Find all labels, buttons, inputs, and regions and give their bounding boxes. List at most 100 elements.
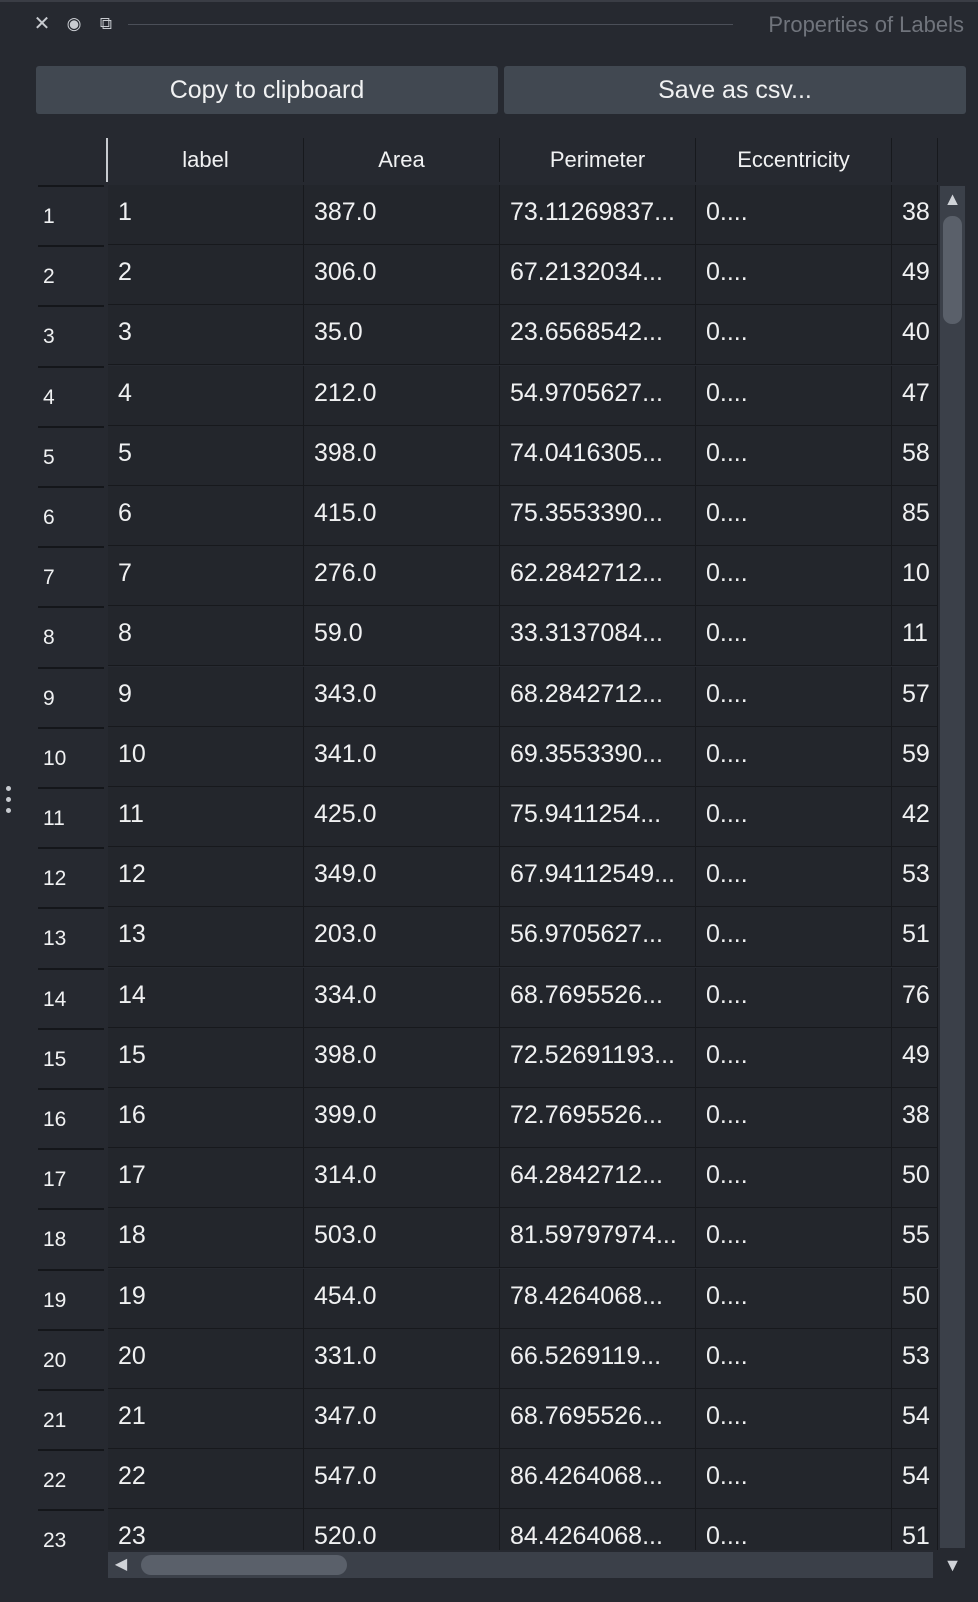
cell-perimeter[interactable]: 54.9705627... (500, 365, 696, 426)
cell-perimeter[interactable]: 64.2842712... (500, 1148, 696, 1209)
cell-next[interactable]: 54 (892, 1389, 938, 1449)
table-row[interactable]: 10 10 341.0 69.3553390... 0.... 59 (38, 726, 938, 787)
drag-handle-icon[interactable] (4, 786, 14, 822)
cell-next[interactable]: 55 (892, 1208, 938, 1269)
cell-perimeter[interactable]: 68.7695526... (500, 1389, 696, 1449)
cell-eccentricity[interactable]: 0.... (696, 185, 892, 245)
cell-next[interactable]: 76 (892, 967, 938, 1028)
cell-perimeter[interactable]: 78.4264068... (500, 1268, 696, 1329)
cell-perimeter[interactable]: 68.7695526... (500, 967, 696, 1028)
cell-area[interactable]: 334.0 (304, 967, 500, 1028)
cell-eccentricity[interactable]: 0.... (696, 1509, 892, 1550)
horizontal-scrollbar[interactable]: ◀ (108, 1552, 933, 1578)
row-header[interactable]: 10 (38, 726, 104, 787)
column-header-perimeter[interactable]: Perimeter (500, 138, 696, 182)
cell-eccentricity[interactable]: 0.... (696, 907, 892, 968)
cell-next[interactable]: 59 (892, 726, 938, 787)
cell-label[interactable]: 8 (108, 606, 304, 667)
cell-perimeter[interactable]: 73.11269837... (500, 185, 696, 245)
cell-label[interactable]: 14 (108, 967, 304, 1028)
cell-area[interactable]: 520.0 (304, 1509, 500, 1550)
cell-next[interactable]: 58 (892, 425, 938, 486)
cell-area[interactable]: 343.0 (304, 666, 500, 727)
cell-eccentricity[interactable]: 0.... (696, 546, 892, 607)
table-row[interactable]: 22 22 547.0 86.4264068... 0.... 54 (38, 1449, 938, 1510)
table-row[interactable]: 3 3 35.0 23.6568542... 0.... 40 (38, 305, 938, 366)
table-row[interactable]: 12 12 349.0 67.94112549... 0.... 53 (38, 847, 938, 908)
cell-next[interactable]: 53 (892, 1328, 938, 1389)
column-header-label[interactable]: label (108, 138, 304, 182)
cell-label[interactable]: 23 (108, 1509, 304, 1550)
scroll-up-icon[interactable]: ▲ (943, 189, 962, 209)
cell-area[interactable]: 398.0 (304, 425, 500, 486)
table-row[interactable]: 7 7 276.0 62.2842712... 0.... 10 (38, 546, 938, 607)
cell-perimeter[interactable]: 72.7695526... (500, 1088, 696, 1148)
cell-area[interactable]: 314.0 (304, 1148, 500, 1209)
cell-perimeter[interactable]: 75.3553390... (500, 486, 696, 546)
table-row[interactable]: 23 23 520.0 84.4264068... 0.... 51 (38, 1509, 938, 1550)
cell-label[interactable]: 1 (108, 185, 304, 245)
cell-label[interactable]: 20 (108, 1328, 304, 1389)
table-row[interactable]: 21 21 347.0 68.7695526... 0.... 54 (38, 1389, 938, 1449)
cell-label[interactable]: 11 (108, 787, 304, 847)
cell-next[interactable]: 51 (892, 1509, 938, 1550)
cell-label[interactable]: 9 (108, 666, 304, 727)
table-row[interactable]: 14 14 334.0 68.7695526... 0.... 76 (38, 967, 938, 1028)
cell-area[interactable]: 387.0 (304, 185, 500, 245)
row-header[interactable]: 12 (38, 847, 104, 908)
cell-eccentricity[interactable]: 0.... (696, 1148, 892, 1209)
cell-perimeter[interactable]: 69.3553390... (500, 726, 696, 787)
row-header[interactable]: 11 (38, 787, 104, 847)
row-header[interactable]: 1 (38, 185, 104, 245)
table-row[interactable]: 9 9 343.0 68.2842712... 0.... 57 (38, 666, 938, 727)
cell-eccentricity[interactable]: 0.... (696, 365, 892, 426)
cell-label[interactable]: 22 (108, 1449, 304, 1510)
save-as-csv-button[interactable]: Save as csv... (504, 66, 966, 114)
row-header[interactable]: 21 (38, 1389, 104, 1449)
table-row[interactable]: 19 19 454.0 78.4264068... 0.... 50 (38, 1268, 938, 1329)
table-row[interactable]: 2 2 306.0 67.2132034... 0.... 49 (38, 245, 938, 306)
cell-area[interactable]: 276.0 (304, 546, 500, 607)
table-row[interactable]: 6 6 415.0 75.3553390... 0.... 85 (38, 486, 938, 546)
cell-next[interactable]: 49 (892, 245, 938, 306)
table-row[interactable]: 18 18 503.0 81.59797974... 0.... 55 (38, 1208, 938, 1269)
cell-eccentricity[interactable]: 0.... (696, 305, 892, 366)
table-row[interactable]: 1 1 387.0 73.11269837... 0.... 38 (38, 185, 938, 245)
table-row[interactable]: 13 13 203.0 56.9705627... 0.... 51 (38, 907, 938, 968)
scroll-left-icon[interactable]: ◀ (114, 1556, 128, 1573)
row-header[interactable]: 14 (38, 967, 104, 1028)
cell-eccentricity[interactable]: 0.... (696, 245, 892, 306)
cell-perimeter[interactable]: 33.3137084... (500, 606, 696, 667)
cell-perimeter[interactable]: 86.4264068... (500, 1449, 696, 1510)
row-header[interactable]: 4 (38, 365, 104, 426)
cell-area[interactable]: 398.0 (304, 1027, 500, 1088)
cell-perimeter[interactable]: 72.52691193... (500, 1027, 696, 1088)
cell-next[interactable]: 54 (892, 1449, 938, 1510)
table-row[interactable]: 15 15 398.0 72.52691193... 0.... 49 (38, 1027, 938, 1088)
horizontal-scroll-thumb[interactable] (141, 1555, 347, 1575)
cell-next[interactable]: 38 (892, 1088, 938, 1148)
cell-label[interactable]: 15 (108, 1027, 304, 1088)
cell-eccentricity[interactable]: 0.... (696, 1328, 892, 1389)
cell-eccentricity[interactable]: 0.... (696, 1027, 892, 1088)
row-header[interactable]: 8 (38, 606, 104, 667)
cell-label[interactable]: 13 (108, 907, 304, 968)
row-header[interactable]: 9 (38, 666, 104, 727)
row-header[interactable]: 2 (38, 245, 104, 306)
cell-label[interactable]: 6 (108, 486, 304, 546)
table-row[interactable]: 11 11 425.0 75.9411254... 0.... 42 (38, 787, 938, 847)
cell-label[interactable]: 21 (108, 1389, 304, 1449)
cell-next[interactable]: 49 (892, 1027, 938, 1088)
close-icon[interactable]: ✕ (33, 13, 51, 35)
cell-perimeter[interactable]: 67.94112549... (500, 847, 696, 908)
float-icon[interactable]: ⧉ (99, 14, 113, 33)
cell-label[interactable]: 12 (108, 847, 304, 908)
cell-label[interactable]: 17 (108, 1148, 304, 1209)
copy-to-clipboard-button[interactable]: Copy to clipboard (36, 66, 498, 114)
cell-eccentricity[interactable]: 0.... (696, 1268, 892, 1329)
cell-perimeter[interactable]: 67.2132034... (500, 245, 696, 306)
cell-label[interactable]: 3 (108, 305, 304, 366)
cell-next[interactable]: 57 (892, 666, 938, 727)
cell-next[interactable]: 42 (892, 787, 938, 847)
cell-next[interactable]: 53 (892, 847, 938, 908)
